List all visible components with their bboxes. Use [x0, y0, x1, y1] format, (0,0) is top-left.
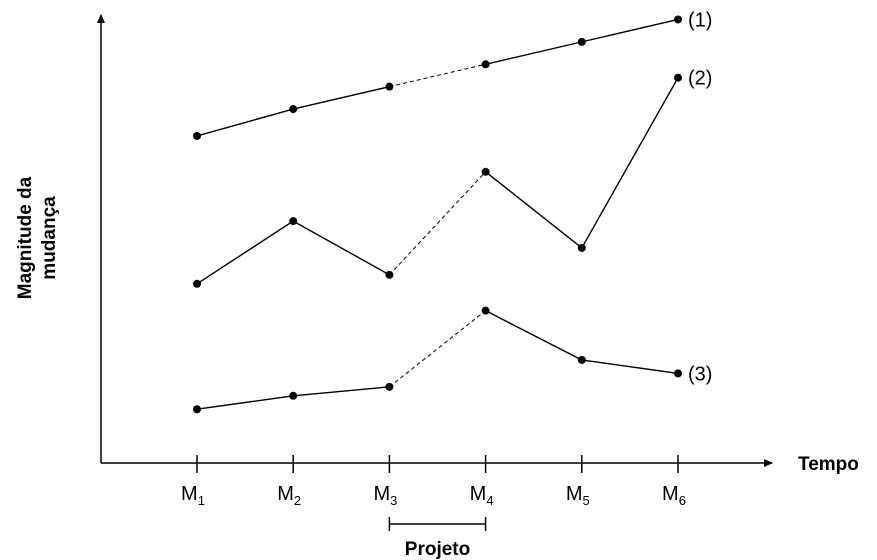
series-2-point-2	[289, 217, 298, 226]
series-2-segment-4	[485, 171, 583, 249]
series-2-point-5	[577, 243, 586, 252]
series-2-segment-3	[389, 171, 486, 276]
series-2-segment-5	[581, 77, 679, 249]
x-tick-label-5: M5	[566, 483, 590, 508]
projeto-bracket: Projeto	[388, 517, 487, 560]
x-axis-title: Tempo	[798, 454, 859, 475]
series-2-point-1	[193, 279, 201, 288]
series-1-segment-3	[389, 63, 486, 88]
y-axis-title-line-2: mudança	[39, 196, 60, 280]
series-1-segment-4	[485, 41, 582, 65]
series-2-point-4	[481, 167, 490, 176]
x-tick-label-6: M6	[662, 483, 686, 508]
series-1-label: (1)	[688, 9, 712, 31]
series-3-segment-2	[293, 386, 390, 397]
series-1-segment-2	[293, 85, 390, 110]
y-axis-title-line-1: Magnitude da	[15, 176, 36, 299]
series-3-point-2	[289, 391, 298, 400]
series-2-point-3	[385, 270, 394, 279]
series-3-segment-5	[581, 359, 679, 375]
series-2-label: (2)	[688, 68, 712, 90]
x-tick-label-1: M1	[181, 483, 205, 508]
bracket-label: Projeto	[405, 539, 470, 560]
series-3-point-3	[385, 382, 394, 391]
series-1-point-1	[193, 131, 201, 140]
x-tick-label-3: M3	[373, 483, 397, 508]
x-tick-label-2: M2	[277, 483, 301, 508]
series-1-point-3	[385, 82, 394, 91]
x-tick-label-4: M4	[470, 483, 494, 508]
series-3-point-1	[193, 405, 201, 414]
series-3-point-5	[577, 355, 586, 364]
series-lines: (1) (2) (3)	[193, 9, 712, 414]
series-1-point-4	[481, 60, 490, 69]
series-1-point-2	[289, 105, 298, 114]
series-3-label: (3)	[688, 363, 712, 385]
series-1-point-5	[577, 37, 586, 46]
series-3-point-4	[481, 306, 490, 315]
series-1-segment-5	[581, 18, 679, 43]
series-3-segment-4	[485, 310, 583, 361]
series-3-segment-3	[389, 310, 486, 388]
series-1-point-6	[674, 15, 682, 24]
series-1-segment-1	[196, 108, 294, 137]
series-2-segment-1	[196, 220, 294, 285]
series-2-segment-2	[292, 220, 390, 276]
series-3-point-6	[674, 369, 682, 378]
series-2-point-6	[674, 73, 682, 82]
series-3-segment-1	[196, 395, 294, 410]
